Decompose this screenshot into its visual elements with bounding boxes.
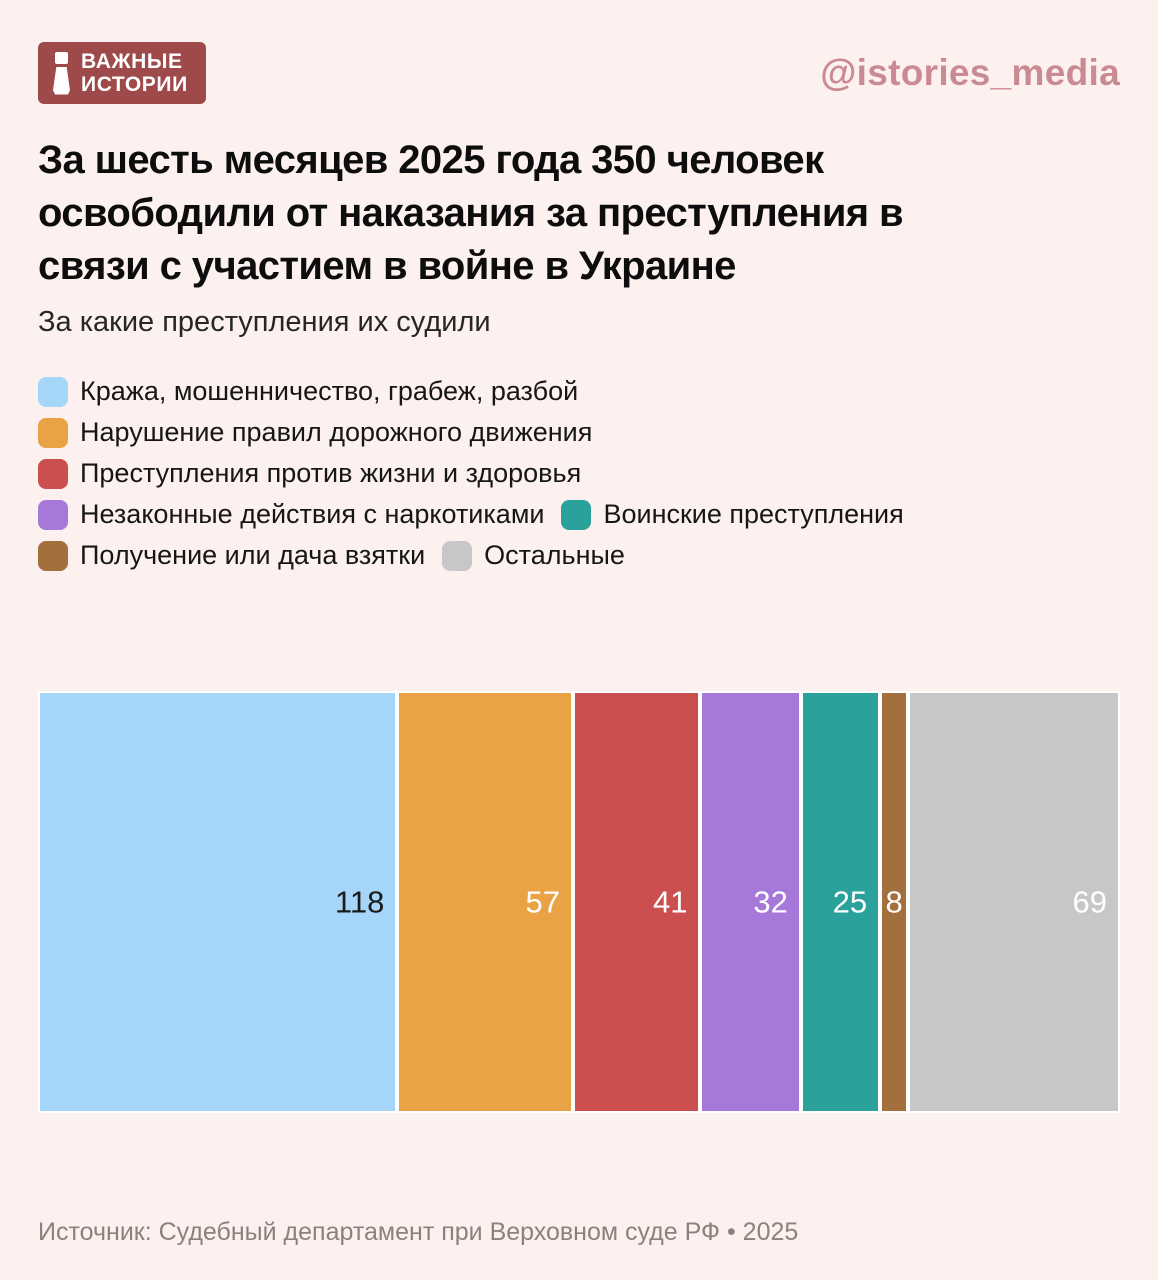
legend-item-5: Получение или дача взятки: [38, 540, 425, 571]
bar-segment-0: 118: [40, 693, 396, 1111]
istories-logo: ВАЖНЫЕ ИСТОРИИ: [38, 42, 206, 104]
stacked-bar-chart: 118 57 41 32 25 8 69: [38, 691, 1120, 1113]
legend-label: Преступления против жизни и здоровья: [80, 458, 582, 488]
legend-swatch: [38, 376, 68, 407]
legend: Кража, мошенничество, грабеж, разбой Нару…: [38, 376, 904, 571]
istories-i-icon: [53, 51, 70, 95]
legend-swatch: [442, 540, 473, 571]
legend-row: Нарушение правил дорожного движения: [38, 417, 904, 448]
legend-row: Преступления против жизни и здоровья: [38, 458, 904, 489]
i-icon-dot: [55, 51, 68, 64]
bar-segment-2: 41: [575, 693, 699, 1111]
legend-row: Получение или дача взятки Остальные: [38, 540, 904, 571]
logo-text: ВАЖНЫЕ ИСТОРИИ: [81, 50, 188, 96]
legend-row: Незаконные действия с наркотиками Воински…: [38, 499, 904, 530]
chart-title: За шесть месяцев 2025 года 350 человек о…: [38, 138, 904, 289]
bar-segment-6: 69: [910, 693, 1118, 1111]
legend-label: Остальные: [484, 540, 625, 570]
legend-item-4: Воинские преступления: [561, 499, 904, 530]
legend-item-0: Кража, мошенничество, грабеж, разбой: [38, 376, 578, 407]
i-icon-body: [53, 66, 70, 95]
logo-line1: ВАЖНЫЕ: [81, 49, 183, 73]
bar-segment-3: 32: [702, 693, 799, 1111]
source-note: Источник: Судебный департамент при Верхо…: [38, 1218, 799, 1246]
social-handle: @istories_media: [820, 52, 1120, 93]
legend-label: Незаконные действия с наркотиками: [80, 499, 545, 529]
legend-swatch: [38, 499, 68, 530]
bar-segment-5: 8: [882, 693, 907, 1111]
bar-value-label: 57: [525, 884, 560, 920]
bar-value-label: 118: [334, 884, 385, 920]
bar-segment-1: 57: [399, 693, 571, 1111]
legend-swatch: [38, 458, 68, 489]
legend-label: Воинские преступления: [603, 499, 904, 529]
legend-swatch: [561, 499, 592, 530]
legend-item-2: Преступления против жизни и здоровья: [38, 458, 581, 489]
legend-item-3: Незаконные действия с наркотиками: [38, 499, 544, 530]
bar-value-label: 69: [1072, 884, 1107, 920]
bar-value-label: 8: [885, 884, 903, 920]
chart-subtitle: За какие преступления их судили: [38, 306, 491, 338]
legend-swatch: [38, 417, 68, 448]
logo-line2: ИСТОРИИ: [81, 73, 188, 96]
legend-label: Кража, мошенничество, грабеж, разбой: [80, 376, 579, 406]
legend-item-6: Остальные: [442, 540, 625, 571]
bar-value-label: 25: [832, 884, 868, 920]
legend-label: Нарушение правил дорожного движения: [80, 417, 593, 447]
legend-label: Получение или дача взятки: [80, 540, 426, 570]
bar-value-label: 32: [753, 884, 788, 920]
bar-value-label: 41: [652, 884, 688, 920]
bar-segment-4: 25: [802, 693, 879, 1111]
legend-swatch: [38, 540, 68, 571]
legend-item-1: Нарушение правил дорожного движения: [38, 417, 592, 448]
legend-row: Кража, мошенничество, грабеж, разбой: [38, 376, 904, 407]
